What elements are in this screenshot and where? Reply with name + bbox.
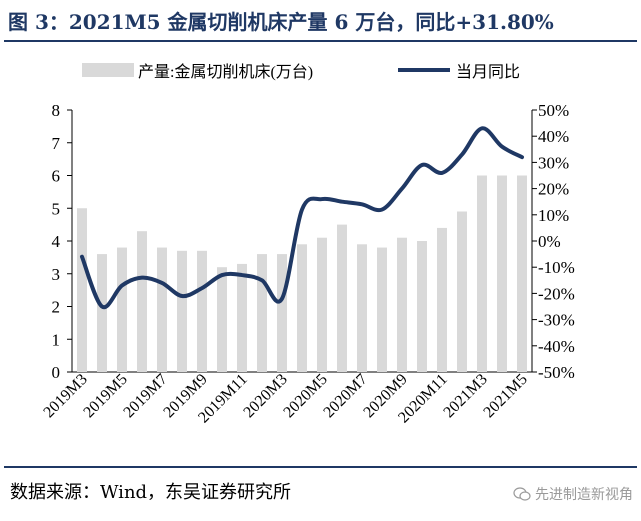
y-left-tick-label: 2 (52, 298, 61, 317)
legend: 产量:金属切削机床(万台) 当月同比 (82, 63, 520, 81)
x-tick-label: 2019M5 (80, 371, 130, 421)
chart-title: 图 3：2021M5 金属切削机床产量 6 万台，同比+31.80% (8, 10, 554, 34)
y-right-tick-label: 40% (538, 127, 569, 146)
chart-svg: 产量:金属切削机床(万台) 当月同比 0 1 2 3 4 5 6 7 8 -50% -40% -30%… (40, 63, 575, 427)
watermark: 先进制造新视角 (513, 484, 633, 504)
wechat-icon (513, 487, 531, 501)
bar (77, 208, 87, 372)
bar (437, 227, 447, 372)
bar (517, 175, 527, 372)
yoy-line (80, 126, 524, 310)
x-tick-label: 2020M7 (320, 371, 370, 421)
y-right-tick-label: -40% (538, 337, 575, 356)
x-tick-labels: 2019M32019M52019M72019M92019M112020M3202… (40, 371, 530, 427)
legend-bar-label: 产量:金属切削机床(万台) (138, 63, 313, 81)
y-left-tick-label: 4 (52, 232, 61, 251)
bar (137, 231, 147, 372)
bar (317, 237, 327, 372)
watermark-text: 先进制造新视角 (535, 487, 633, 503)
bar (497, 175, 507, 372)
y-left-tick-label: 8 (52, 101, 61, 120)
x-tick-label: 2019M7 (120, 371, 170, 421)
legend-line-label: 当月同比 (456, 63, 520, 81)
y-left-tick-label: 7 (52, 134, 61, 153)
bar (117, 247, 127, 372)
bar (237, 263, 247, 372)
x-tick-label: 2021M3 (440, 371, 490, 421)
bar (357, 244, 367, 372)
x-tick-label: 2020M3 (240, 371, 290, 421)
y-right-tick-label: 10% (538, 206, 569, 225)
bar (457, 211, 467, 372)
bar (177, 250, 187, 372)
top-rule (4, 40, 637, 42)
bar (377, 247, 387, 372)
bar (477, 175, 487, 372)
y-right-tick-label: 20% (538, 180, 569, 199)
bar (397, 237, 407, 372)
x-tick-label: 2019M3 (40, 371, 90, 421)
y-left-tick-label: 0 (52, 363, 61, 382)
bar (297, 244, 307, 372)
y-left-tick-label: 5 (52, 199, 61, 218)
bar (217, 267, 227, 372)
y-right-tick-label: 0% (538, 232, 561, 251)
bar (97, 254, 107, 372)
x-tick-label: 2020M5 (280, 371, 330, 421)
y-left-tick-label: 3 (52, 265, 61, 284)
bar (257, 254, 267, 372)
y-right-tick-label: 30% (538, 153, 569, 172)
bottom-rule (4, 466, 637, 468)
bar (157, 247, 167, 372)
y-right-tick-label: 50% (538, 101, 569, 120)
bar (337, 224, 347, 372)
bar-series (77, 175, 527, 372)
y-left-tick-label: 6 (52, 167, 61, 186)
line-series (80, 126, 524, 310)
axes: 0 1 2 3 4 5 6 7 8 -50% -40% -30% -20% -10% 0% 10% 20% 30%… (52, 101, 575, 382)
y-right-tick-label: -30% (538, 311, 575, 330)
y-right-tick-label: -20% (538, 284, 575, 303)
bar (277, 254, 287, 372)
y-right-tick-label: -50% (538, 363, 575, 382)
bar (417, 241, 427, 372)
bar (197, 250, 207, 372)
y-left-tick-label: 1 (52, 330, 61, 349)
source-note: 数据来源：Wind，东吴证券研究所 (10, 482, 292, 503)
x-tick-label: 2021M5 (480, 371, 530, 421)
y-right-tick-label: -10% (538, 258, 575, 277)
legend-bar-swatch (82, 63, 134, 77)
